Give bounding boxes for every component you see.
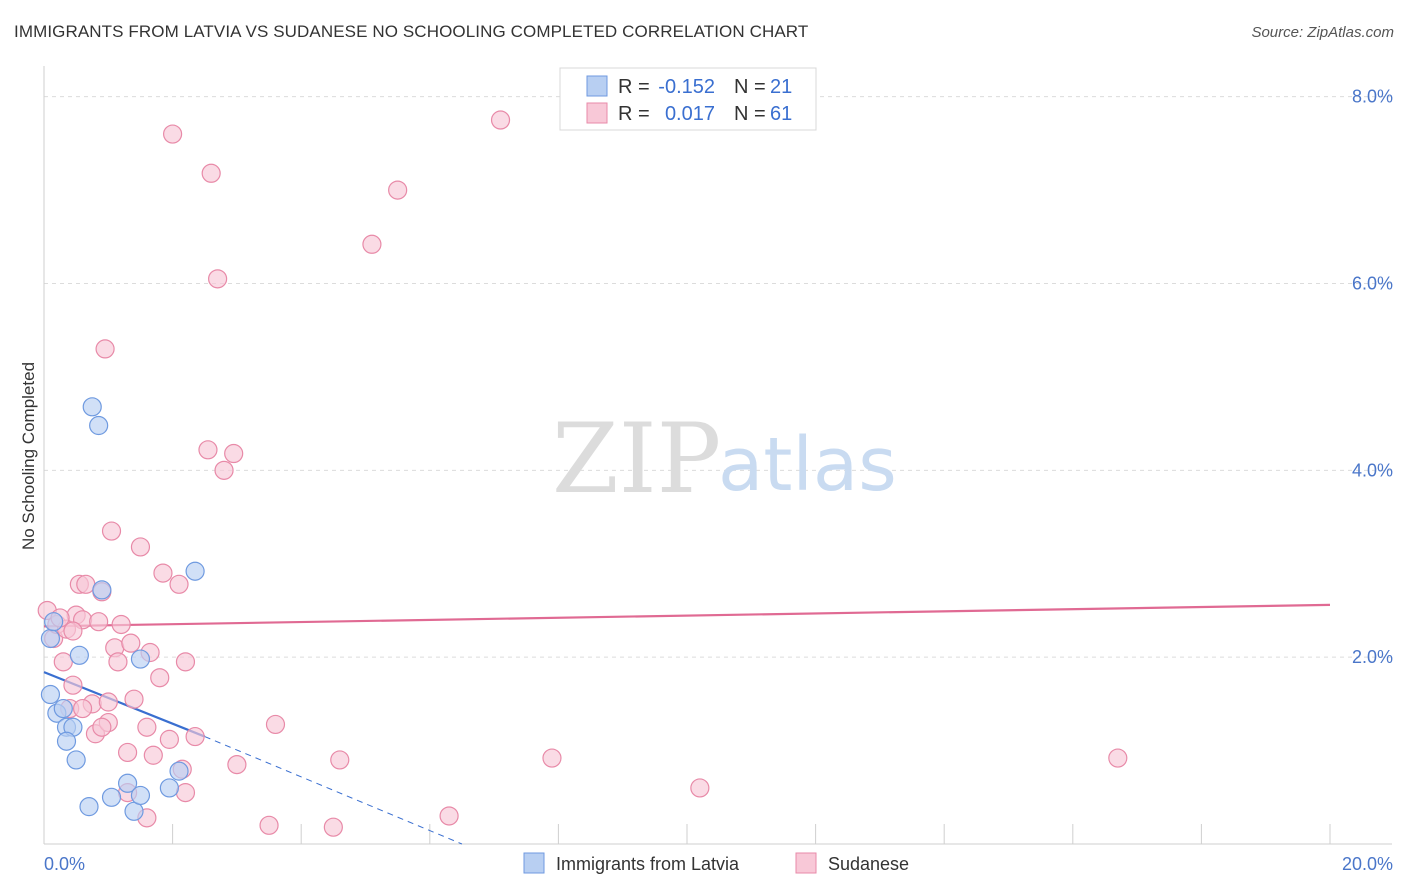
point-sudanese	[111, 614, 131, 635]
trend-line-sudanese	[43, 603, 1331, 628]
bottom-legend: Immigrants from Latvia Sudanese	[523, 852, 909, 874]
point-sudanese	[490, 110, 511, 130]
point-sudanese	[175, 783, 196, 803]
legend-swatch-sudanese	[586, 102, 608, 124]
point-immigrants-from-latvia	[169, 761, 189, 781]
point-immigrants-from-latvia	[56, 731, 77, 751]
legend-n-label-latvia: N =	[734, 76, 766, 98]
bottom-legend-swatch-latvia	[523, 852, 545, 874]
axes	[43, 66, 1392, 845]
point-sudanese	[101, 521, 122, 541]
point-sudanese	[143, 745, 163, 765]
point-immigrants-from-latvia	[79, 797, 99, 817]
point-sudanese	[159, 729, 179, 749]
point-sudanese	[224, 443, 244, 464]
bottom-legend-swatch-sudanese	[795, 852, 817, 874]
legend-swatch-latvia	[586, 75, 608, 97]
point-sudanese	[330, 750, 350, 770]
bottom-legend-label-sudanese: Sudanese	[828, 854, 909, 874]
chart-source: Source: ZipAtlas.com	[1251, 24, 1394, 41]
point-sudanese	[63, 675, 83, 695]
point-sudanese	[108, 652, 128, 672]
point-sudanese	[98, 692, 118, 712]
watermark-zip: ZIP	[552, 403, 721, 515]
point-sudanese	[89, 612, 109, 632]
point-immigrants-from-latvia	[40, 628, 61, 649]
point-immigrants-from-latvia	[101, 787, 122, 807]
point-sudanese	[439, 806, 459, 826]
point-sudanese	[388, 180, 408, 200]
chart-title: IMMIGRANTS FROM LATVIA VS SUDANESE NO SC…	[14, 22, 809, 41]
point-sudanese	[117, 742, 138, 763]
point-sudanese	[63, 621, 83, 641]
point-immigrants-from-latvia	[53, 698, 73, 719]
legend-n-value-sudanese: 61	[770, 103, 792, 125]
point-immigrants-from-latvia	[40, 684, 61, 705]
point-immigrants-from-latvia	[89, 415, 109, 436]
point-sudanese	[227, 754, 247, 775]
trend-line-latvia-extension	[204, 736, 463, 845]
point-sudanese	[201, 163, 221, 183]
point-sudanese	[323, 817, 343, 837]
point-sudanese	[198, 440, 218, 460]
legend-n-value-latvia: 21	[770, 76, 792, 98]
legend-r-value-sudanese: 0.017	[665, 103, 715, 125]
y-tick-label: 8.0%	[1352, 87, 1393, 107]
data-points	[37, 110, 1128, 837]
point-immigrants-from-latvia	[82, 397, 102, 417]
point-sudanese	[1108, 748, 1128, 768]
point-sudanese	[92, 717, 112, 737]
point-sudanese	[185, 726, 205, 747]
point-immigrants-from-latvia	[117, 773, 138, 793]
point-immigrants-from-latvia	[92, 580, 112, 600]
point-sudanese	[76, 574, 96, 594]
y-tick-label: 2.0%	[1352, 647, 1393, 667]
x-tick-label: 0.0%	[44, 854, 85, 874]
point-immigrants-from-latvia	[159, 778, 179, 798]
correlation-legend: R = -0.152 N = 21 R = 0.017 N = 61	[559, 67, 817, 131]
point-sudanese	[150, 668, 170, 688]
legend-r-value-latvia: -0.152	[658, 76, 715, 98]
point-sudanese	[362, 234, 382, 254]
point-sudanese	[130, 537, 151, 557]
y-tick-labels: 2.0% 4.0% 6.0% 8.0%	[1352, 87, 1393, 667]
point-sudanese	[53, 652, 73, 672]
y-tick-label: 6.0%	[1352, 274, 1393, 294]
point-sudanese	[124, 689, 144, 709]
legend-n-label-sudanese: N =	[734, 103, 766, 125]
point-sudanese	[169, 574, 189, 594]
point-sudanese	[175, 652, 196, 672]
grid	[44, 96, 1392, 658]
y-axis-label: No Schooling Completed	[19, 362, 38, 550]
watermark-atlas: atlas	[718, 422, 897, 508]
point-sudanese	[259, 815, 279, 835]
point-sudanese	[137, 717, 157, 737]
bottom-legend-label-latvia: Immigrants from Latvia	[556, 854, 740, 874]
y-tick-label: 4.0%	[1352, 460, 1393, 480]
point-sudanese	[153, 563, 173, 583]
watermark: ZIP atlas	[552, 403, 897, 515]
point-sudanese	[542, 748, 562, 768]
x-tick-label: 20.0%	[1342, 854, 1393, 874]
point-immigrants-from-latvia	[130, 649, 151, 669]
point-sudanese	[163, 124, 183, 144]
point-immigrants-from-latvia	[69, 645, 89, 665]
x-tick-labels: 0.0% 20.0%	[44, 854, 1393, 874]
point-sudanese	[208, 269, 228, 289]
point-immigrants-from-latvia	[185, 561, 205, 581]
point-immigrants-from-latvia	[130, 785, 151, 806]
legend-r-label-sudanese: R =	[618, 103, 650, 125]
point-sudanese	[265, 714, 286, 735]
legend-r-label-latvia: R =	[618, 76, 650, 98]
point-immigrants-from-latvia	[66, 750, 86, 770]
trend-lines	[43, 603, 1331, 845]
point-immigrants-from-latvia	[44, 612, 64, 632]
point-sudanese	[214, 460, 234, 480]
point-sudanese	[690, 778, 710, 798]
point-sudanese	[121, 633, 141, 653]
point-sudanese	[95, 339, 115, 359]
point-sudanese	[72, 698, 93, 719]
